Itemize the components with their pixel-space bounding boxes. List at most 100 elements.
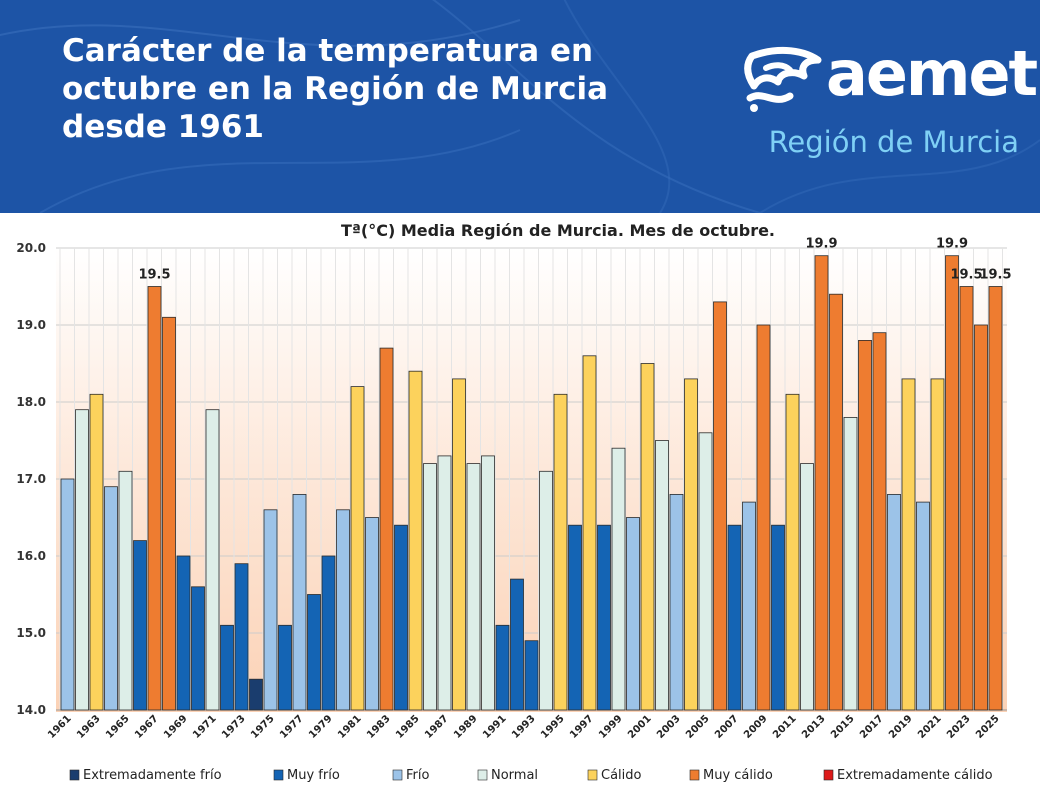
bar-1962 [75, 409, 89, 711]
legend-item: Normal [491, 768, 538, 783]
x-tick-label: 1967 [133, 713, 160, 740]
x-tick-label: 2001 [626, 713, 653, 740]
bar-1971 [205, 409, 220, 711]
x-tick-label: 2003 [655, 713, 682, 740]
x-tick-label: 1983 [365, 713, 392, 740]
x-tick-label: 1995 [539, 713, 566, 740]
chart-title: Tª(°C) Media Región de Murcia. Mes de oc… [341, 221, 775, 240]
bar-1979 [321, 555, 336, 711]
x-tick-label: 1969 [162, 713, 189, 740]
x-tick-label: 2011 [771, 713, 798, 740]
legend-item: Muy cálido [703, 768, 773, 783]
bar-2005 [698, 432, 713, 711]
y-tick-label: 20.0 [16, 241, 46, 255]
y-tick-label: 18.0 [16, 395, 46, 409]
bar-1980 [336, 509, 350, 711]
bar-1986 [423, 463, 437, 711]
legend-swatch [689, 769, 700, 781]
legend-swatch [69, 769, 80, 781]
x-tick-label: 1961 [46, 713, 73, 740]
bar-1970 [191, 586, 205, 711]
bar-2018 [887, 493, 901, 711]
x-tick-label: 2021 [916, 713, 943, 740]
x-tick-label: 1981 [336, 713, 363, 740]
legend-item: Cálido [601, 768, 642, 783]
y-tick-label: 14.0 [16, 703, 46, 717]
bar-2011 [785, 393, 800, 711]
data-label-2025: 19.5 [979, 268, 1011, 283]
bar-1978 [307, 594, 321, 711]
x-tick-label: 1997 [568, 713, 595, 740]
bar-2002 [655, 440, 669, 711]
bar-1987 [437, 455, 452, 711]
bar-1991 [495, 624, 510, 711]
bar-1995 [553, 393, 568, 711]
bar-1968 [162, 316, 176, 711]
page-title: Carácter de la temperatura en octubre en… [62, 33, 609, 145]
bar-1984 [394, 524, 408, 711]
bar-2015 [843, 416, 858, 711]
x-tick-label: 2013 [800, 713, 827, 740]
legend-swatch [587, 769, 598, 781]
x-tick-label: 1975 [249, 713, 276, 740]
bar-2012 [800, 463, 814, 711]
bar-2021 [930, 378, 945, 711]
x-tick-label: 2015 [829, 713, 856, 740]
bar-2014 [829, 293, 843, 711]
data-label-1967: 19.5 [138, 268, 170, 283]
y-tick-label: 19.0 [16, 318, 46, 332]
bar-2024 [974, 324, 988, 711]
bar-1976 [278, 624, 292, 711]
x-tick-label: 1991 [481, 713, 508, 740]
bar-2006 [713, 301, 727, 711]
aemet-logo-icon [744, 46, 822, 112]
data-label-2023: 19.5 [950, 268, 982, 283]
legend-item: Muy frío [287, 768, 340, 783]
x-tick-label: 1985 [394, 713, 421, 740]
bar-1982 [365, 517, 379, 711]
bar-1977 [292, 493, 307, 711]
bar-1999 [611, 447, 626, 711]
legend-item: Frío [406, 768, 429, 783]
bar-1961 [60, 478, 75, 711]
x-tick-label: 1993 [510, 713, 537, 740]
bar-1992 [510, 578, 524, 711]
bar-1967 [147, 286, 162, 711]
bar-2023 [959, 286, 974, 711]
bar-1975 [263, 509, 278, 711]
y-tick-label: 16.0 [16, 549, 46, 563]
legend-swatch [477, 769, 488, 781]
bar-1990 [481, 455, 495, 711]
legend-swatch [273, 769, 284, 781]
bar-1965 [118, 470, 133, 711]
region-label: Región de Murcia [768, 125, 1019, 159]
bar-2007 [727, 524, 742, 711]
bar-2008 [742, 501, 756, 711]
x-tick-label: 1979 [307, 713, 334, 740]
x-tick-label: 1963 [75, 713, 102, 740]
bar-2010 [771, 524, 785, 711]
bar-2009 [756, 324, 771, 711]
bar-2019 [901, 378, 916, 711]
bar-1972 [220, 624, 234, 711]
bar-2004 [684, 378, 698, 711]
legend-swatch [823, 769, 834, 781]
aemet-logo-text: aemet [826, 37, 1038, 110]
legend-item: Extremadamente frío [83, 768, 222, 783]
bar-1974 [249, 678, 263, 711]
bar-2016 [858, 340, 872, 711]
bar-1998 [597, 524, 611, 711]
x-tick-label: 1965 [104, 713, 131, 740]
bar-1973 [234, 563, 249, 711]
x-tick-label: 2005 [684, 713, 711, 740]
bar-1997 [582, 355, 597, 711]
data-label-2022: 19.9 [936, 237, 968, 252]
x-tick-label: 1989 [452, 713, 479, 740]
data-label-2013: 19.9 [805, 237, 837, 252]
x-tick-label: 1999 [597, 713, 624, 740]
x-tick-label: 2019 [887, 713, 914, 740]
bar-2020 [916, 501, 930, 711]
bar-2000 [626, 517, 640, 711]
x-tick-label: 1973 [220, 713, 247, 740]
bar-2017 [872, 332, 887, 711]
